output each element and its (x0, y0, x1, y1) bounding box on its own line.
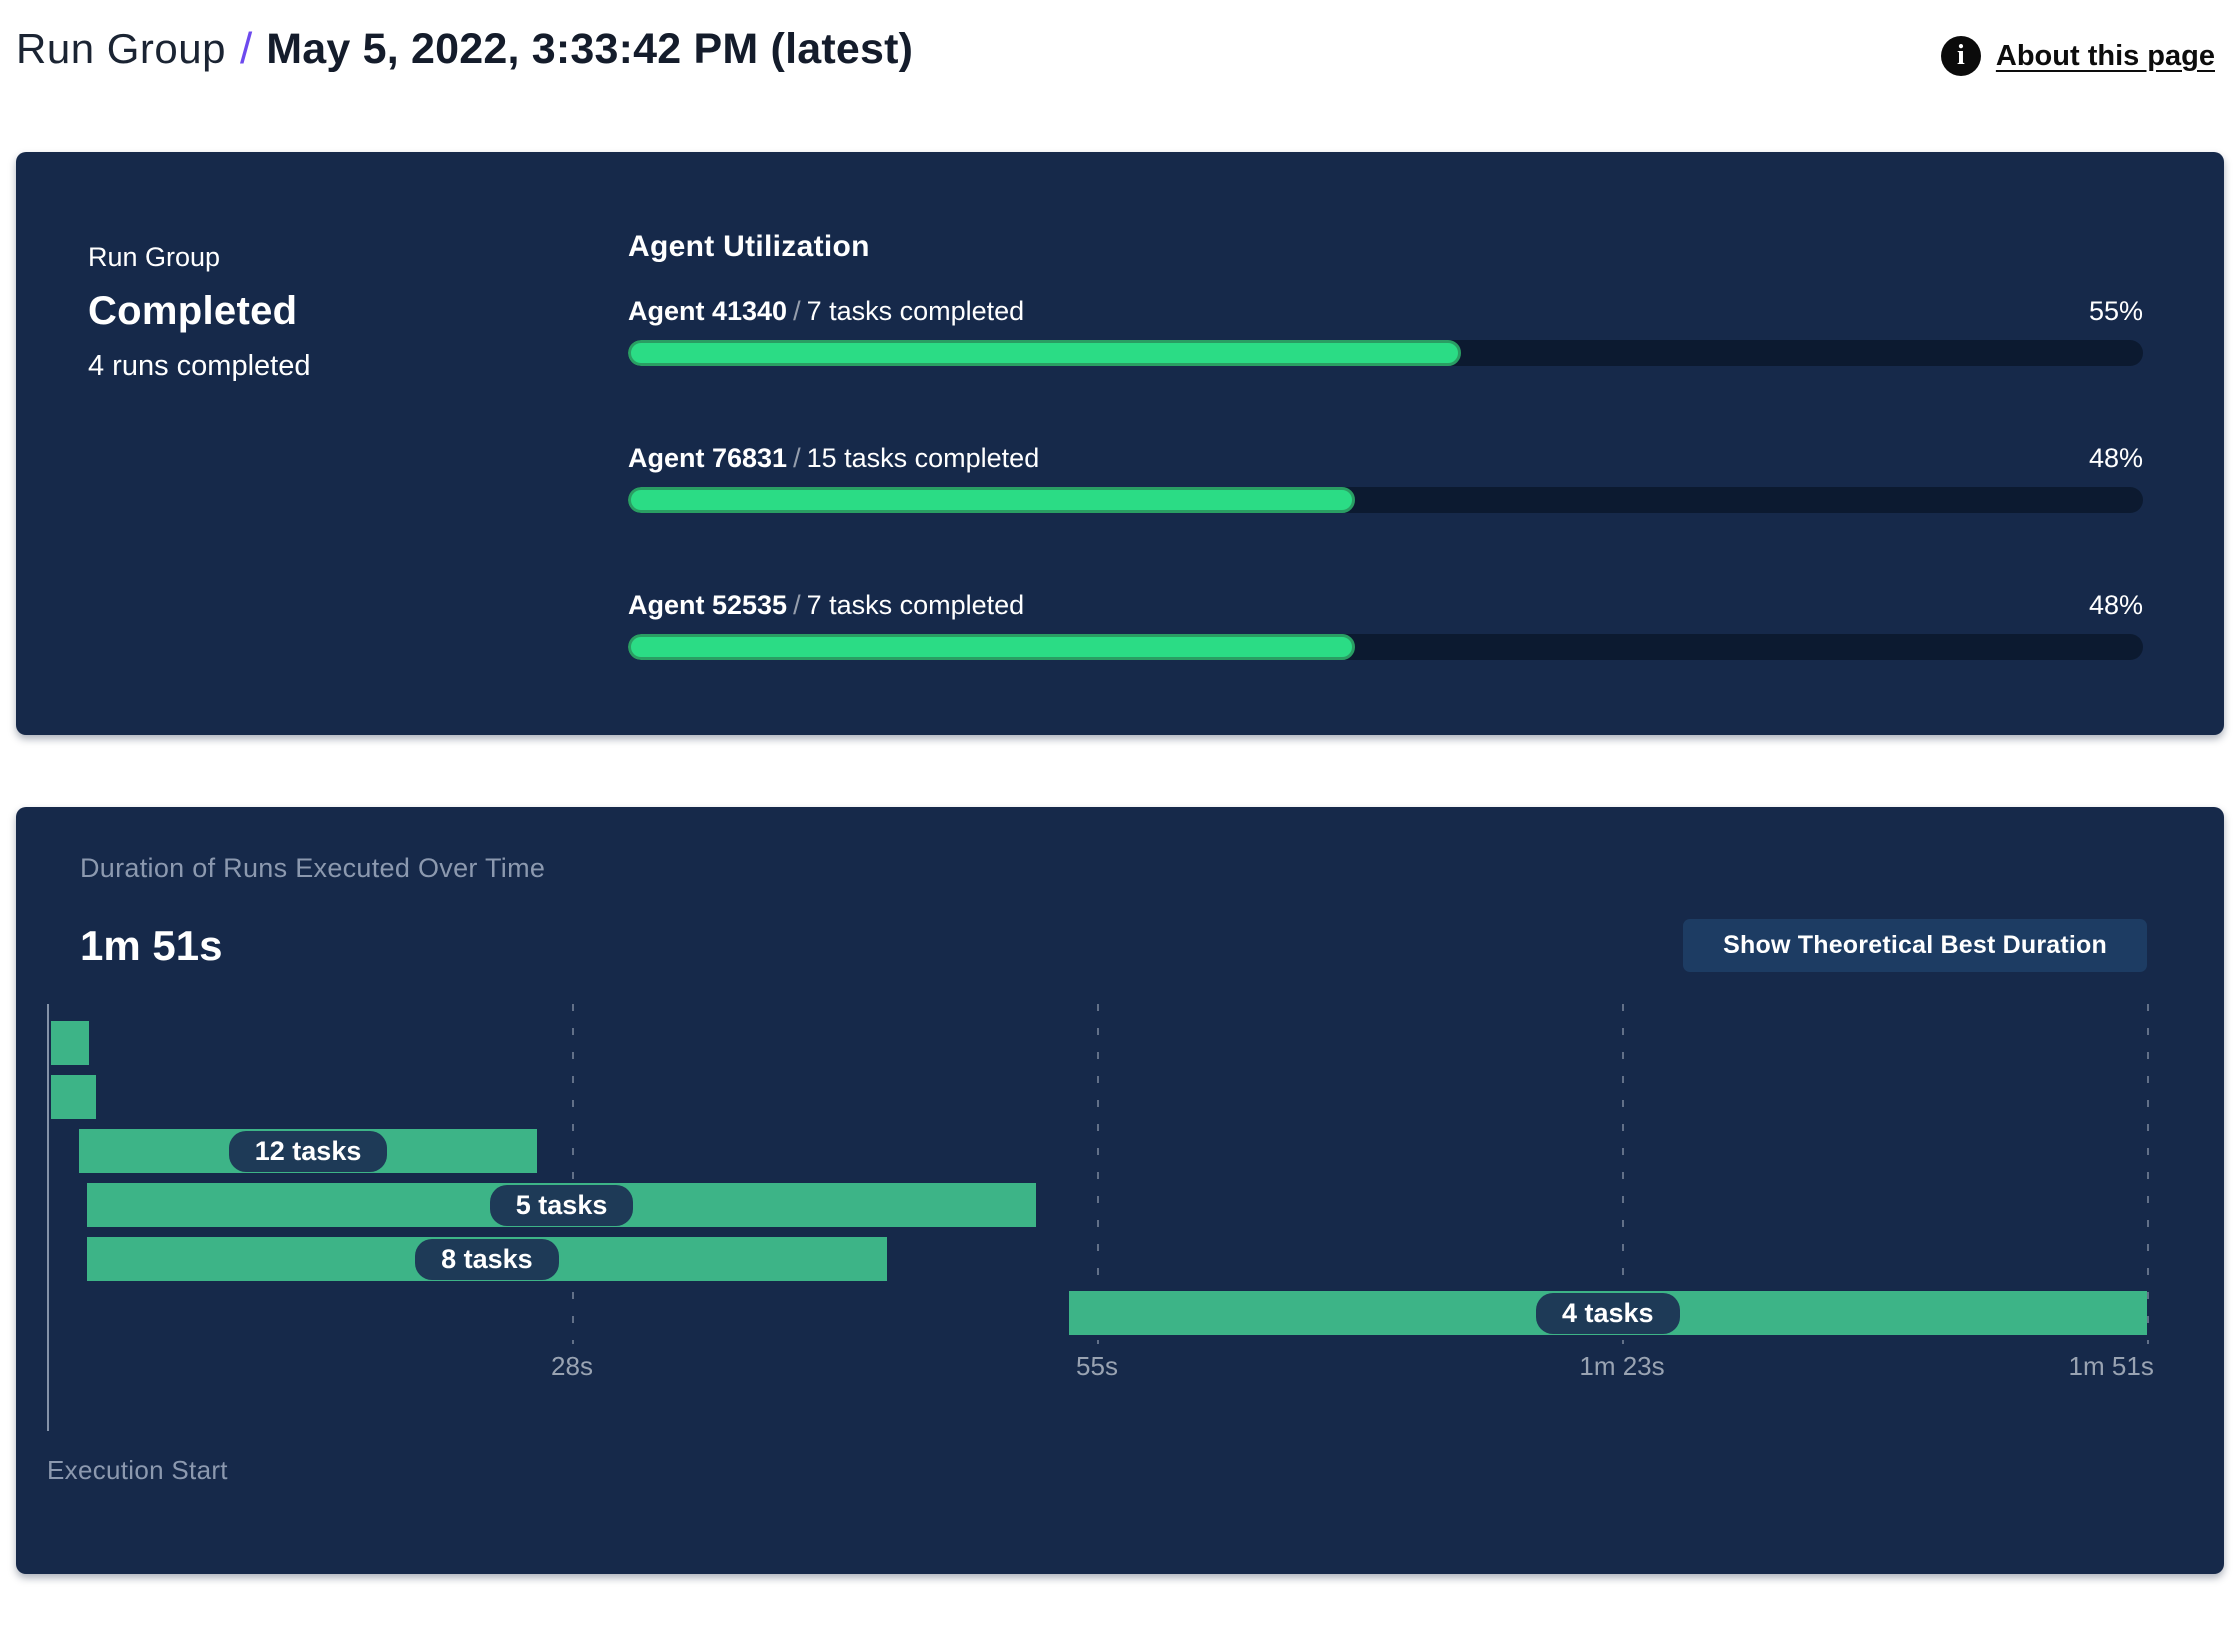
gantt-rows: 12 tasks 5 tasks 8 tasks 4 tasks (47, 1021, 2147, 1345)
agent-label-separator: / (793, 590, 801, 620)
breadcrumb: Run Group / May 5, 2022, 3:33:42 PM (lat… (16, 24, 913, 74)
gridline (1097, 1004, 1099, 1344)
run-bar[interactable]: 12 tasks (79, 1129, 537, 1173)
about-link[interactable]: About this page (1995, 39, 2215, 72)
time-axis-tick-labels: 28s 55s 1m 23s 1m 51s (47, 1351, 2154, 1383)
info-icon[interactable]: i (1940, 36, 1981, 76)
time-tick-label: 1m 23s (1579, 1351, 1665, 1381)
gantt-gridlines (47, 1004, 2149, 1344)
gridline (572, 1004, 574, 1344)
run-bar[interactable]: 5 tasks (86, 1183, 1037, 1227)
breadcrumb-separator: / (239, 24, 253, 73)
agent-utilization-bar-track (628, 634, 2143, 660)
run-bar[interactable] (50, 1021, 89, 1065)
agent-tasks-completed: 15 tasks completed (806, 443, 1040, 473)
about-this-page[interactable]: i About this page (1940, 36, 2215, 76)
agent-utilization-percent: 48% (2088, 443, 2143, 473)
gantt-row: 8 tasks (47, 1237, 2147, 1281)
breadcrumb-run-group[interactable]: Run Group (16, 25, 226, 72)
agent-label: Agent 41340/7 tasks completed (628, 296, 1024, 327)
agent-utilization-bar-fill (628, 634, 1356, 660)
agent-row: Agent 76831/15 tasks completed 48% (628, 443, 2143, 513)
agent-utilization-bar-fill (628, 340, 1462, 366)
agent-utilization-bar-track (628, 340, 2143, 366)
time-tick-label: 1m 51s (2068, 1351, 2154, 1381)
agent-label-separator: / (793, 443, 801, 473)
run-tasks-badge: 4 tasks (1536, 1292, 1680, 1334)
gantt-row (47, 1021, 2147, 1065)
run-group-eyebrow: Run Group (88, 242, 221, 272)
agent-utilization-section: Agent Utilization Agent 41340/7 tasks co… (628, 228, 2143, 735)
agent-tasks-completed: 7 tasks completed (806, 590, 1025, 620)
execution-start-label: Execution Start (47, 1455, 228, 1485)
run-tasks-badge: 8 tasks (415, 1238, 559, 1280)
runs-gantt-chart: 12 tasks 5 tasks 8 tasks 4 tasks 28s 55s 1… (47, 1004, 2154, 1431)
run-group-summary-panel: Run Group Completed 4 runs completed Age… (16, 152, 2224, 735)
run-group-status: Completed (88, 289, 298, 333)
runs-completed-count: 4 runs completed (88, 350, 311, 382)
run-bar[interactable]: 8 tasks (86, 1237, 887, 1281)
page-header: Run Group / May 5, 2022, 3:33:42 PM (lat… (0, 0, 2240, 134)
duration-title-block: Duration of Runs Executed Over Time 1m 5… (80, 850, 545, 972)
total-duration-value: 1m 51s (80, 922, 223, 969)
agent-utilization-title: Agent Utilization (628, 230, 870, 263)
gantt-row: 5 tasks (47, 1183, 2147, 1227)
gridline (2147, 1004, 2149, 1344)
page-title: May 5, 2022, 3:33:42 PM (latest) (266, 25, 914, 73)
agent-utilization-percent: 55% (2088, 296, 2143, 326)
agent-name: Agent 41340 (628, 296, 788, 326)
agent-utilization-bar-fill (628, 487, 1356, 513)
run-tasks-badge: 12 tasks (228, 1130, 388, 1172)
gantt-row (47, 1075, 2147, 1119)
gridline (1622, 1004, 1624, 1344)
run-bar[interactable] (50, 1075, 97, 1119)
time-tick-label: 28s (551, 1351, 593, 1381)
agent-row: Agent 41340/7 tasks completed 55% (628, 296, 2143, 366)
agent-name: Agent 52535 (628, 590, 788, 620)
agent-name: Agent 76831 (628, 443, 788, 473)
run-tasks-badge: 5 tasks (489, 1184, 634, 1226)
agent-utilization-bar-track (628, 487, 2143, 513)
gantt-row: 4 tasks (47, 1291, 2147, 1335)
agent-label: Agent 52535/7 tasks completed (628, 590, 1024, 621)
execution-start-axis-line (47, 1004, 49, 1431)
agent-row: Agent 52535/7 tasks completed 48% (628, 590, 2143, 660)
duration-panel: Duration of Runs Executed Over Time 1m 5… (16, 807, 2224, 1574)
time-tick-label: 55s (1076, 1351, 1118, 1381)
duration-chart-title: Duration of Runs Executed Over Time (80, 853, 546, 883)
duration-header: Duration of Runs Executed Over Time 1m 5… (80, 850, 2147, 972)
agent-label-separator: / (793, 296, 801, 326)
gantt-row: 12 tasks (47, 1129, 2147, 1173)
show-theoretical-best-duration-button[interactable]: Show Theoretical Best Duration (1683, 919, 2147, 972)
agent-utilization-percent: 48% (2088, 590, 2143, 620)
run-bar[interactable]: 4 tasks (1068, 1291, 2147, 1335)
agent-label: Agent 76831/15 tasks completed (628, 443, 1039, 474)
agent-tasks-completed: 7 tasks completed (806, 296, 1025, 326)
run-group-status-block: Run Group Completed 4 runs completed (88, 240, 628, 735)
